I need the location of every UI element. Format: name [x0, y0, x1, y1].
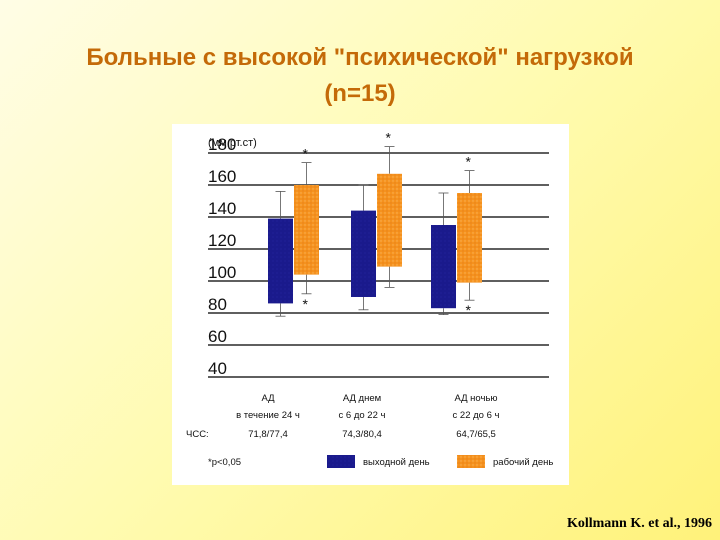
y-tick-label: 120	[208, 231, 236, 250]
title-line-2: (n=15)	[324, 80, 396, 107]
bp-chart: 180 160 140 120 100 80 60 40 (мм рт.ст) * * * * * АД в…	[186, 130, 553, 468]
legend-label: рабочий день	[493, 457, 553, 468]
category-label-line1: АД ночью	[454, 393, 497, 404]
citation: Kollmann K. et al., 1996	[566, 516, 712, 531]
y-tick-label: 100	[208, 263, 236, 282]
significance-marker-top: *	[386, 130, 392, 146]
y-tick-label: 180	[208, 135, 236, 154]
hr-value: 64,7/65,5	[456, 429, 496, 440]
significance-marker-bottom: *	[303, 296, 309, 312]
category-label-line2: с 22 до 6 ч	[453, 410, 500, 421]
y-tick-label: 140	[208, 199, 236, 218]
y-tick-label: 40	[208, 359, 227, 378]
range-bar	[377, 173, 402, 267]
hr-value: 71,8/77,4	[248, 429, 288, 440]
slide-title: Больные с высокой "психической" нагрузко…	[20, 40, 700, 112]
significance-marker-top: *	[466, 154, 472, 170]
y-tick-label: 160	[208, 167, 236, 186]
category-label-line1: АД	[261, 393, 275, 404]
hr-label: ЧСС:	[186, 429, 209, 440]
range-bar	[268, 218, 293, 304]
y-tick-label: 80	[208, 295, 227, 314]
range-bar	[457, 193, 482, 283]
footnote: *p<0,05	[208, 457, 241, 468]
y-tick-label: 60	[208, 327, 227, 346]
hr-value: 74,3/80,4	[342, 429, 382, 440]
legend-label: выходной день	[363, 457, 430, 468]
significance-marker-top: *	[303, 146, 309, 162]
significance-marker-bottom: *	[466, 302, 472, 318]
range-bar	[351, 210, 376, 297]
category-label-line1: АД днем	[343, 393, 381, 404]
y-axis-label: (мм рт.ст)	[208, 137, 257, 149]
range-bar	[431, 225, 456, 309]
title-line-1: Больные с высокой "психической" нагрузко…	[86, 44, 634, 71]
range-bar	[294, 185, 319, 275]
chart-panel: 180 160 140 120 100 80 60 40 (мм рт.ст) * * * * * АД в…	[172, 124, 569, 485]
category-label-line2: с 6 до 22 ч	[339, 410, 386, 421]
category-label-line2: в течение 24 ч	[236, 410, 300, 421]
legend-swatch	[457, 455, 485, 468]
legend-swatch	[327, 455, 355, 468]
